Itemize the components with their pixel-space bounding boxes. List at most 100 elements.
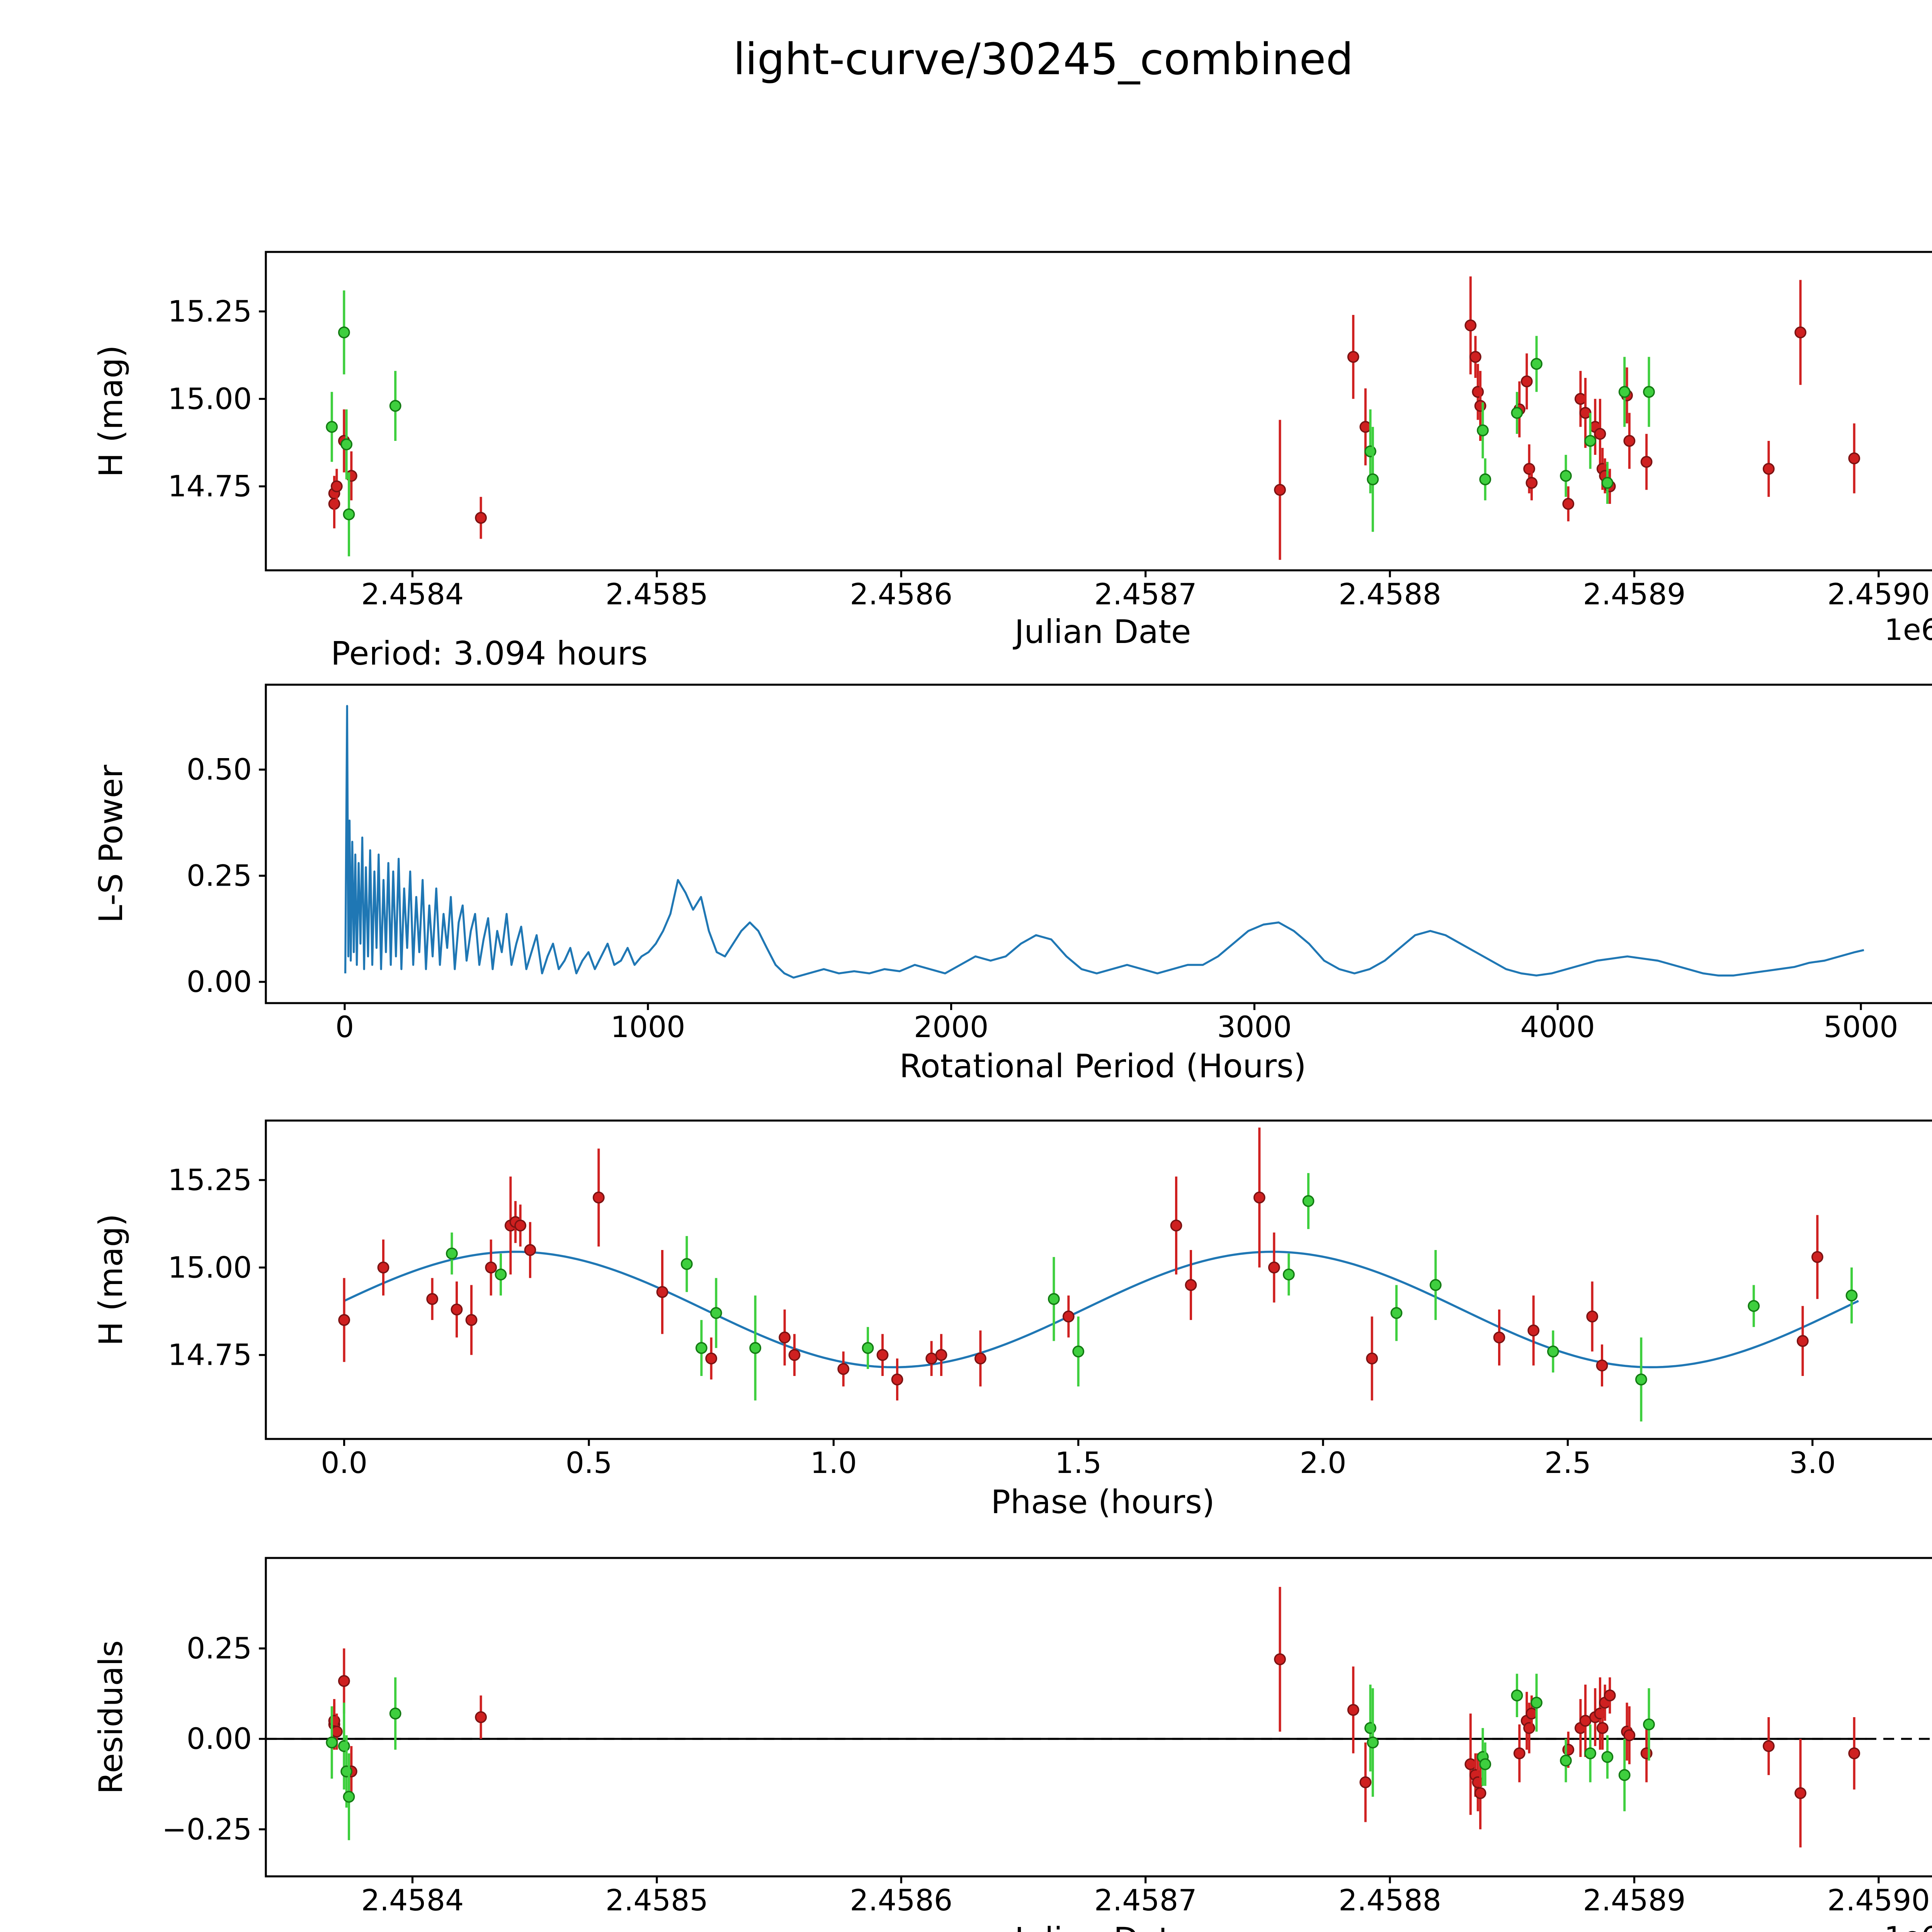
data-point (1635, 1373, 1647, 1386)
data-point (1359, 1776, 1372, 1788)
data-point (1643, 1718, 1655, 1731)
data-point (330, 480, 343, 493)
figure-title: light-curve/30245_combined (733, 34, 1354, 85)
x-tick-label: 2.4588 (1338, 1883, 1441, 1917)
data-point (1472, 386, 1484, 398)
x-tick-label: 2000 (914, 1010, 988, 1044)
data-point (1493, 1332, 1505, 1344)
data-point (788, 1349, 801, 1361)
data-point (1479, 473, 1492, 485)
x-tick-label: 2.4588 (1338, 577, 1441, 611)
ylabel-h-mag-phase: H (mag) (93, 1214, 130, 1346)
data-point (1364, 445, 1376, 457)
series-red-observations (338, 1128, 1823, 1401)
xlabel-phase-hours: Phase (hours) (991, 1484, 1215, 1521)
period-annotation: Period: 3.094 hours (331, 635, 648, 672)
data-point (326, 421, 338, 433)
panel-phased-lightcurve: 0.0 0.5 1.0 1.5 2.0 2.5 3.0 14.75 15.00 15.25 (168, 1119, 1932, 1480)
x-tick-label: 1.5 (1055, 1446, 1102, 1480)
data-point (1253, 1191, 1265, 1204)
x-tick-label: 2.4585 (605, 1883, 708, 1917)
data-point (1811, 1251, 1823, 1263)
series-green-residuals (326, 1673, 1655, 1840)
data-point (1282, 1269, 1295, 1281)
data-point (705, 1352, 718, 1365)
data-point (1584, 435, 1597, 447)
data-point (935, 1349, 947, 1361)
data-point (1367, 1736, 1379, 1748)
xlabel-rotational-period: Rotational Period (Hours) (899, 1048, 1306, 1085)
axis-offset-1e6-bottom: 1e6 (1754, 1921, 1932, 1932)
data-point (1762, 463, 1775, 475)
fit-curve (344, 1250, 1859, 1369)
data-point (1560, 470, 1572, 482)
data-point (338, 1314, 350, 1326)
data-point (340, 438, 353, 451)
xlabel-julian-date-top: Julian Date (1014, 614, 1191, 651)
data-point (1562, 498, 1575, 510)
data-point (1347, 1704, 1359, 1716)
data-point (1347, 351, 1359, 363)
data-point (1062, 1310, 1075, 1323)
data-point (340, 1765, 353, 1777)
data-point (389, 1708, 401, 1720)
x-tick-label: 2.4589 (1583, 577, 1686, 611)
data-point (389, 400, 401, 412)
data-point (1520, 375, 1533, 388)
y-tick-label: 0.00 (187, 964, 252, 999)
data-point (837, 1363, 850, 1375)
data-point (974, 1352, 986, 1365)
data-point (1640, 456, 1653, 468)
data-point (1848, 452, 1861, 464)
data-point (779, 1332, 791, 1344)
y-tick-label: 15.25 (168, 294, 252, 328)
data-point (1274, 1653, 1286, 1665)
series-green-observations (446, 1173, 1858, 1422)
y-tick-label: 0.00 (187, 1721, 252, 1756)
data-point (862, 1342, 874, 1354)
axes-frame (265, 1119, 1932, 1440)
x-tick-label: 2.4586 (850, 1883, 952, 1917)
x-tick-label: 2.4586 (850, 577, 952, 611)
data-point (1623, 435, 1636, 447)
data-point (1604, 1689, 1616, 1702)
data-point (1586, 1310, 1599, 1323)
y-tick-label: 15.25 (168, 1163, 252, 1197)
data-point (514, 1219, 527, 1232)
axis-offset-1e6-top: 1e6 (1884, 614, 1932, 648)
y-tick-label: 15.00 (168, 381, 252, 416)
panel-periodogram: 0 1000 2000 3000 4000 5000 0.00 0.25 0.50 (187, 684, 1932, 1044)
data-point (326, 1736, 338, 1748)
data-point (1364, 1722, 1376, 1734)
data-point (343, 1791, 355, 1803)
y-tick-label: 14.75 (168, 1338, 252, 1372)
data-point (656, 1286, 668, 1298)
data-point (1560, 1754, 1572, 1767)
data-point (426, 1293, 439, 1305)
data-point (1479, 1758, 1492, 1770)
data-point (1367, 473, 1379, 485)
ylabel-residuals: Residuals (93, 1640, 130, 1794)
data-point (1531, 1697, 1543, 1709)
data-point (1185, 1279, 1197, 1291)
series-green-observations (326, 290, 1655, 556)
data-point (592, 1191, 605, 1204)
data-point (330, 1726, 343, 1738)
axes-frame (265, 684, 1932, 1004)
data-point (1601, 1751, 1614, 1763)
data-point (485, 1261, 497, 1274)
data-point (1796, 1335, 1809, 1347)
data-point (1476, 424, 1489, 437)
data-point (1579, 1714, 1592, 1727)
data-point (1618, 1769, 1631, 1781)
data-point (1762, 1740, 1775, 1752)
data-point (1794, 1787, 1806, 1799)
data-point (1474, 400, 1486, 412)
line-ls-power (344, 705, 1864, 979)
data-point (1469, 351, 1481, 363)
data-point (1527, 1324, 1540, 1337)
x-tick-label: 3000 (1217, 1010, 1292, 1044)
data-point (1623, 1729, 1636, 1742)
data-point (338, 1675, 350, 1687)
